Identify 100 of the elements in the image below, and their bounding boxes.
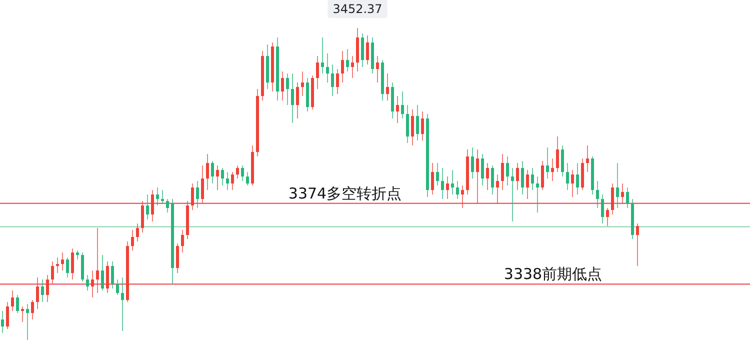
candlestick xyxy=(566,162,569,190)
candlestick xyxy=(56,256,59,274)
candlestick xyxy=(421,111,424,142)
candlestick xyxy=(436,162,439,186)
candlestick xyxy=(506,156,509,186)
candlestick xyxy=(616,162,619,209)
candlestick xyxy=(26,304,29,340)
candlestick xyxy=(11,290,14,312)
candlestick xyxy=(546,146,549,180)
candlestick xyxy=(456,180,459,200)
candlestick xyxy=(396,96,399,124)
candlestick xyxy=(196,180,199,209)
candlestick xyxy=(191,182,194,211)
candlestick xyxy=(441,167,444,200)
candlestick xyxy=(291,73,294,124)
candlestick xyxy=(561,144,564,178)
candlestick xyxy=(331,64,334,97)
candlestick xyxy=(76,250,79,260)
candlestick xyxy=(321,37,324,74)
candlestick xyxy=(341,50,344,84)
candlestick xyxy=(141,200,144,234)
candlestick xyxy=(551,158,554,182)
candlestick xyxy=(416,104,419,142)
candlestick xyxy=(31,299,34,320)
annotation: 3452.37 xyxy=(332,2,382,16)
candlestick xyxy=(16,294,19,314)
candlestick xyxy=(301,70,304,97)
candlestick xyxy=(101,254,104,292)
candlestick xyxy=(511,167,514,222)
candlestick xyxy=(576,162,579,196)
candlestick xyxy=(621,182,624,204)
candlestick xyxy=(496,174,499,204)
candlestick xyxy=(146,194,149,220)
candlestick xyxy=(51,261,54,285)
candlestick xyxy=(176,243,179,274)
candlestick xyxy=(86,274,89,292)
candlestick xyxy=(521,160,524,196)
candlestick xyxy=(246,172,249,186)
candlestick xyxy=(596,180,599,209)
candlestick xyxy=(241,164,244,182)
candlestick xyxy=(181,230,184,254)
candlestick xyxy=(531,167,534,190)
candlestick xyxy=(501,154,504,190)
candlestick xyxy=(386,73,389,101)
candlestick xyxy=(536,176,539,213)
candlestick xyxy=(96,227,99,294)
candlestick xyxy=(326,53,329,84)
candlestick xyxy=(91,270,94,298)
candlestick xyxy=(376,55,379,84)
candlestick xyxy=(491,164,494,196)
candlestick xyxy=(61,252,64,272)
candlestick xyxy=(136,223,139,242)
candlestick xyxy=(401,91,404,119)
candlestick xyxy=(156,187,159,206)
candlestick xyxy=(461,185,464,209)
ref-line-label: 3338前期低点 xyxy=(504,265,602,284)
candlestick xyxy=(231,172,234,190)
candlestick xyxy=(446,176,449,200)
candlestick xyxy=(206,154,209,190)
candlestick xyxy=(221,167,224,186)
candlestick xyxy=(406,104,409,144)
candlestick xyxy=(336,68,339,94)
candlestick xyxy=(106,261,109,294)
candlestick xyxy=(611,182,614,216)
candlestick xyxy=(411,108,414,146)
candlestick xyxy=(471,146,474,180)
candlestick xyxy=(46,274,49,302)
candlestick xyxy=(131,230,134,251)
ref-line-label: 3374多空转折点 xyxy=(288,184,402,202)
candlestick xyxy=(316,55,319,90)
candlestick xyxy=(281,70,284,101)
candlestick xyxy=(1,310,4,334)
candlestick xyxy=(541,160,544,190)
candlestick xyxy=(351,55,354,79)
candlestick xyxy=(6,301,9,330)
candlestick xyxy=(431,162,434,196)
candlestick xyxy=(556,136,559,173)
candlestick xyxy=(571,169,574,198)
candlestick xyxy=(161,189,164,204)
candlestick xyxy=(296,82,299,119)
candlestick xyxy=(211,160,214,184)
candlestick xyxy=(481,154,484,186)
candlestick xyxy=(586,144,589,173)
candlestick xyxy=(346,48,349,72)
candlestick xyxy=(361,32,364,68)
candlestick xyxy=(216,164,219,190)
candlestick xyxy=(121,276,124,332)
candlestick xyxy=(111,261,114,290)
candlestick xyxy=(286,73,289,106)
candlestick xyxy=(21,306,24,323)
candlestick xyxy=(486,162,489,190)
candlestick xyxy=(41,278,44,302)
candlestick xyxy=(476,149,479,204)
candlestick xyxy=(71,248,74,280)
candlestick xyxy=(626,187,629,209)
candlestick xyxy=(66,256,69,278)
candlestick xyxy=(601,194,604,224)
candlestick xyxy=(36,276,39,310)
candlestick xyxy=(366,34,369,66)
candlestick xyxy=(516,162,519,190)
